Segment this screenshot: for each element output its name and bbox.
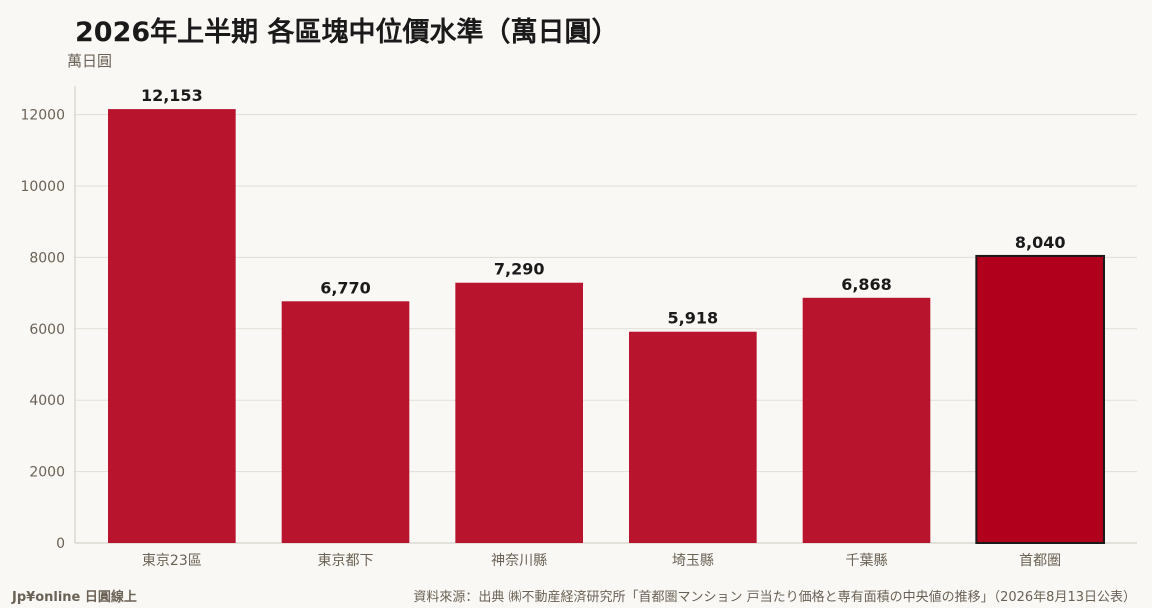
bar <box>802 297 931 543</box>
x-tick-label: 神奈川縣 <box>491 553 547 569</box>
y-tick-labels: 0 2000 4000 6000 8000 10000 12000 <box>20 108 65 552</box>
x-tick-labels: 東京23區 東京都下 神奈川縣 埼玉縣 千葉縣 首都圏 <box>142 553 1061 569</box>
y-tick-label: 0 <box>56 536 65 552</box>
bar-value-label: 7,290 <box>494 260 545 279</box>
x-tick-label: 東京都下 <box>318 553 374 569</box>
x-tick-label: 東京23區 <box>142 553 202 569</box>
axes <box>74 86 1137 544</box>
x-tick-label: 千葉縣 <box>846 553 888 569</box>
source-note: 資料來源：出典 ㈱不動産経済研究所「首都圏マンション 戸当たり価格と専有面積の中… <box>413 590 1136 605</box>
chart-title: 2026年上半期 各區塊中位價水準（萬日圓） <box>75 17 619 48</box>
bar-value-label: 8,040 <box>1015 233 1066 252</box>
y-tick-label: 10000 <box>20 179 65 195</box>
y-tick-label: 12000 <box>20 108 65 124</box>
y-tick-label: 4000 <box>29 393 65 409</box>
value-labels: 12,153 6,770 7,290 5,918 6,868 8,040 <box>141 86 1066 328</box>
bar-value-label: 6,770 <box>320 278 371 297</box>
bar <box>629 331 757 543</box>
x-tick-label: 埼玉縣 <box>672 553 714 569</box>
bar <box>455 282 583 543</box>
y-tick-label: 2000 <box>29 465 65 481</box>
bar <box>108 109 236 544</box>
bar-value-label: 5,918 <box>668 309 719 328</box>
bar <box>281 301 410 543</box>
bar-highlight <box>975 254 1105 544</box>
x-tick-label: 首都圏 <box>1019 553 1061 569</box>
bar-value-label: 6,868 <box>841 275 892 294</box>
y-axis-unit-label: 萬日圓 <box>67 52 113 70</box>
brand-logo-text: Jp¥online 日圓線上 <box>12 590 137 605</box>
y-tick-label: 8000 <box>29 250 65 266</box>
bars <box>108 109 1105 544</box>
bar-value-label: 12,153 <box>141 86 203 105</box>
gridlines <box>75 114 1137 473</box>
y-tick-label: 6000 <box>29 322 65 338</box>
